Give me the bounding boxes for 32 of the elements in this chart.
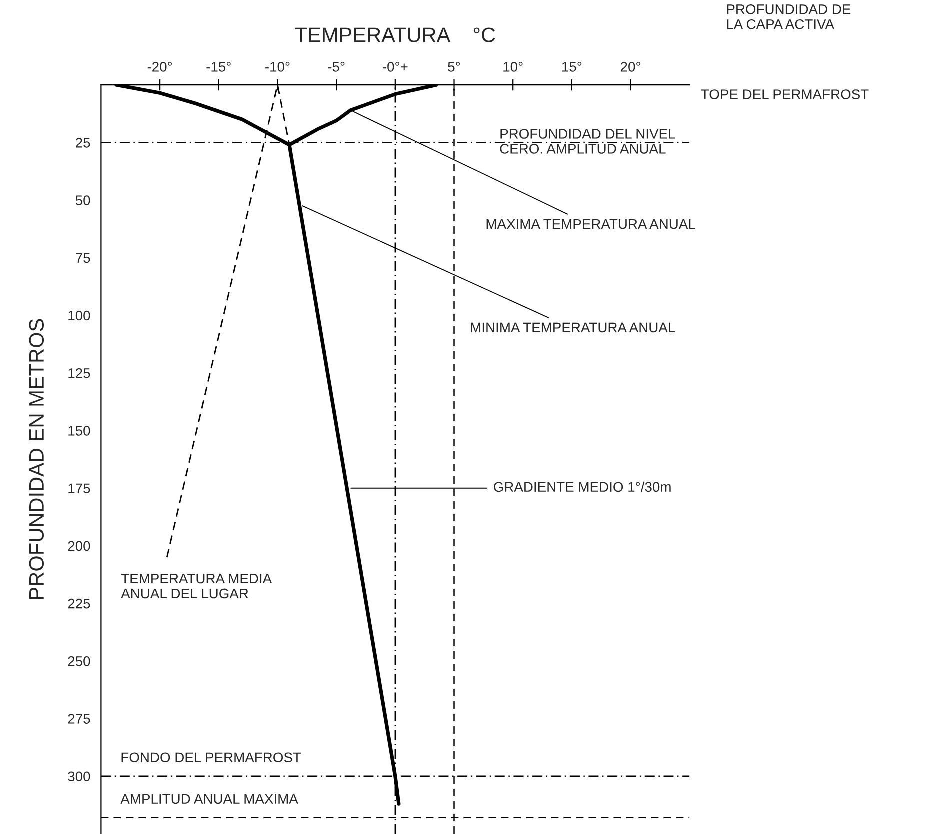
x-tick-label: 10° [504, 62, 523, 72]
text: PROFUNDIDAD DE LA CAPA ACTIVA [727, 4, 851, 30]
text: TOPE DEL PERMAFROST [701, 90, 869, 100]
y-tick-label: 50 [76, 196, 90, 206]
y-tick-label: 75 [76, 253, 90, 264]
annotation: PROFUNDIDAD DEL NIVEL CERO. AMPLITUD ANUAL [500, 129, 676, 154]
y-axis-title: PROFUNDIDAD EN METROS [29, 319, 44, 600]
annotation: MINIMA TEMPERATURA ANUAL [471, 322, 676, 333]
x-tick-label: -15° [206, 62, 231, 72]
x-tick-label: 20° [620, 62, 640, 72]
x-tick-label: -10° [266, 62, 290, 72]
annotation: GRADIENTE MEDIO 1°/30m [494, 482, 671, 492]
y-tick-label: 225 [68, 598, 90, 609]
y-tick-label: 175 [68, 484, 90, 494]
y-tick-label: 250 [68, 656, 90, 666]
annotation: MAXIMA TEMPERATURA ANUAL [486, 219, 696, 230]
x-tick-label: -5° [328, 62, 345, 72]
x-tick-label: -0°+ [383, 62, 408, 72]
ref-line-label: AMPLITUD ANUAL MAXIMA [120, 794, 298, 804]
y-tick-label: 125 [68, 368, 90, 378]
y-tick-label: 275 [68, 714, 90, 724]
ref-line-label: FONDO DEL PERMAFROST [122, 752, 302, 763]
y-tick-label: 200 [68, 541, 90, 552]
y-tick-label: 100 [68, 310, 90, 321]
x-tick-label: -20° [148, 62, 172, 72]
y-tick-label: 300 [68, 772, 90, 782]
x-tick-label: 15° [562, 62, 582, 72]
x-tick-label: 5° [448, 62, 460, 72]
annotation: TEMPERATURA MEDIA ANUAL DEL LUGAR [121, 574, 272, 599]
x-axis-title: TEMPERATURA °C [295, 28, 496, 42]
y-tick-label: 25 [76, 138, 90, 148]
y-tick-label: 150 [68, 426, 90, 436]
